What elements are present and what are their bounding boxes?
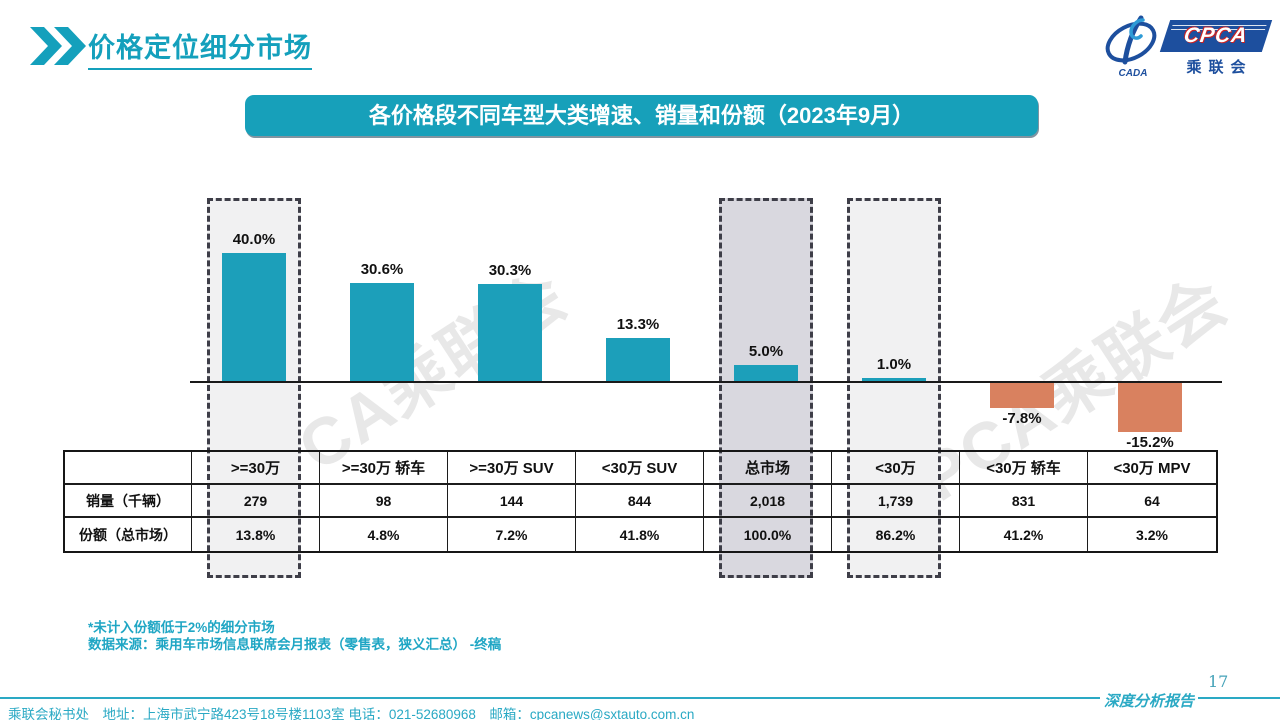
table-header-cell: <30万 轿车 xyxy=(960,452,1088,485)
table-row-label: 销量（千辆） xyxy=(65,485,192,518)
double-chevron-icon xyxy=(30,27,86,65)
bar->=30万 xyxy=(222,253,286,381)
bar-value-label: -7.8% xyxy=(1002,409,1042,427)
footnotes: *未计入份额低于2%的细分市场 数据来源：乘用车市场信息联席会月报表（零售表，狭… xyxy=(88,619,501,653)
bar-总市场 xyxy=(734,365,798,381)
highlight-box xyxy=(847,198,941,578)
bar-<30万 轿车 xyxy=(990,383,1054,408)
table-value-cell: 1,739 xyxy=(832,485,960,518)
logo-subtitle: 乘联会 xyxy=(1186,59,1253,76)
table-header-cell: 总市场 xyxy=(704,452,832,485)
bar-value-label: 5.0% xyxy=(748,343,784,360)
page-title: 价格定位细分市场 xyxy=(88,26,312,70)
bar-value-label: 40.0% xyxy=(232,231,276,248)
bar-value-label: 1.0% xyxy=(876,355,912,373)
table-value-cell: 64 xyxy=(1088,485,1216,518)
bar-<30万 SUV xyxy=(606,338,670,381)
table-value-cell: 100.0% xyxy=(704,518,832,551)
table-corner-cell xyxy=(65,452,192,485)
data-table: >=30万 >=30万 轿车 >=30万 SUV <30万 SUV 总市场 <30万 <30… xyxy=(63,450,1218,553)
table-value-cell: 144 xyxy=(448,485,576,518)
bar-value-label: 13.3% xyxy=(616,316,660,334)
table-value-cell: 7.2% xyxy=(448,518,576,551)
footnote-1: *未计入份额低于2%的细分市场 xyxy=(88,620,275,635)
table-header-cell: >=30万 轿车 xyxy=(320,452,448,485)
cpca-logo: CADA CPCA 乘联会 xyxy=(1103,12,1273,80)
bar-<30万 xyxy=(862,377,926,381)
table-value-cell: 3.2% xyxy=(1136,526,1168,543)
table-header-cell: >=30万 xyxy=(192,452,320,485)
highlight-box xyxy=(719,198,813,578)
footer-divider-right xyxy=(1198,697,1280,699)
bar-value-label: -15.2% xyxy=(1126,433,1174,451)
table-header-cell: <30万 SUV xyxy=(576,452,704,485)
table-value-cell: 86.2% xyxy=(832,518,960,551)
table-value-cell: 98 xyxy=(320,485,448,518)
footer-divider xyxy=(0,697,1100,699)
footnote-2: 数据来源：乘用车市场信息联席会月报表（零售表，狭义汇总） -终稿 xyxy=(88,637,502,652)
table-header-cell: >=30万 SUV xyxy=(448,452,576,485)
chart-banner-title: 各价格段不同车型大类增速、销量和份额（2023年9月） xyxy=(245,95,1038,136)
cada-text: CADA xyxy=(1119,68,1148,79)
bar-value-label: 30.6% xyxy=(360,261,404,279)
bar-<30万 MPV xyxy=(1118,383,1182,432)
footer-contact: 乘联会秘书处 地址：上海市武宁路423号18号楼1103室 电话：021-526… xyxy=(8,707,695,720)
page-number: 17 xyxy=(1208,672,1229,691)
bar->=30万 SUV xyxy=(478,284,542,381)
table-row-label: 份额（总市场） xyxy=(65,518,192,551)
bar-value-label: 30.3% xyxy=(488,262,532,280)
table-value-cell: 41.2% xyxy=(960,518,1088,551)
table-value-cell: 279 xyxy=(192,485,320,518)
report-label: 深度分析报告 xyxy=(1103,692,1194,710)
cada-emblem-icon: CADA xyxy=(1105,15,1157,79)
table-value-cell: 844 xyxy=(576,485,704,518)
table-value-cell: 13.8% xyxy=(192,518,320,551)
table-value-cell: 41.8% xyxy=(576,518,704,551)
table-value-cell: 4.8% xyxy=(320,518,448,551)
table-value-cell: 2,018 xyxy=(704,485,832,518)
chart-axis-line xyxy=(190,381,1222,383)
bar->=30万 轿车 xyxy=(350,283,414,381)
table-value-cell: 831 xyxy=(960,485,1088,518)
table-header-cell: <30万 MPV xyxy=(1088,452,1216,485)
table-header-cell: <30万 xyxy=(832,452,960,485)
